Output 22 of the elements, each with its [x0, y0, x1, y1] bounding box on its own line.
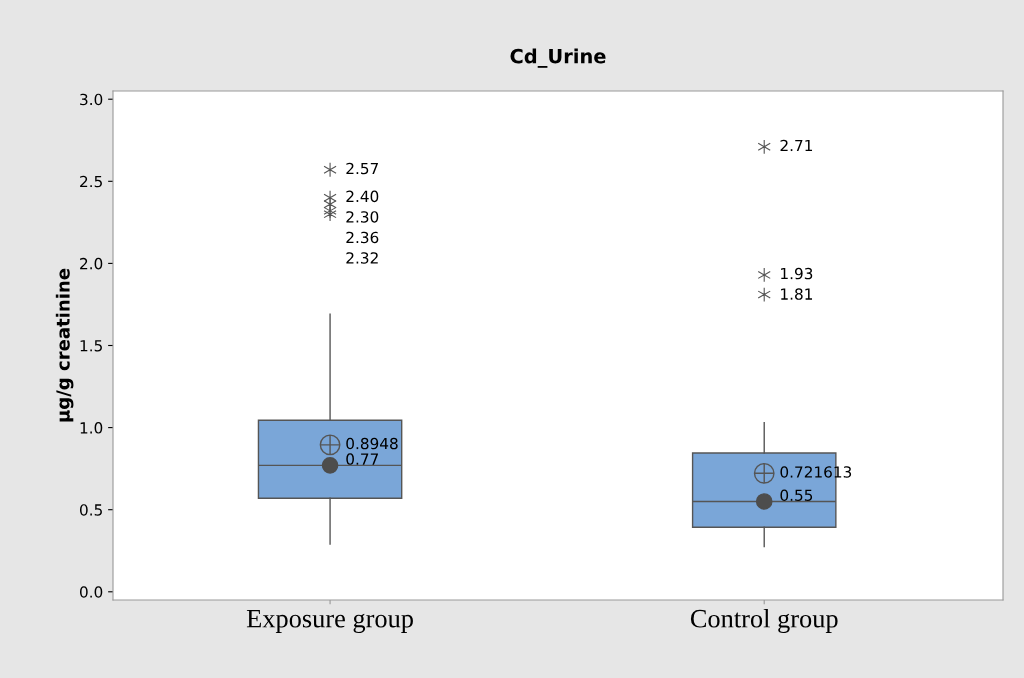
annotation: 0.55	[780, 489, 813, 501]
y-tick-label: 2.5	[80, 175, 102, 188]
y-tick-label: 1.5	[80, 340, 102, 352]
annotation: 2.30	[346, 211, 379, 223]
x-tick-label: Control group	[690, 609, 838, 634]
annotation: 1.93	[781, 267, 813, 280]
y-tick-label: 3.0	[80, 93, 103, 106]
y-tick-label: 2.0	[80, 257, 103, 270]
annotation: 1.81	[781, 288, 813, 300]
y-tick-label: 0.5	[79, 504, 102, 516]
y-tick-label: 0.0	[79, 586, 103, 598]
annotation: 0.77	[346, 453, 378, 465]
y-axis-title: µg/g creatinine	[55, 268, 74, 422]
annotation: 2.57	[346, 162, 378, 175]
annotation: 2.36	[346, 231, 379, 244]
annotation: 2.71	[780, 139, 813, 152]
chart-title: Cd_Urine	[510, 48, 606, 68]
x-tick-label: Exposure group	[246, 609, 413, 633]
annotation: 2.40	[346, 190, 379, 203]
annotation: 2.32	[346, 252, 378, 264]
y-tick-label: 1.0	[80, 422, 103, 434]
annotation: 0.8948	[346, 437, 398, 450]
